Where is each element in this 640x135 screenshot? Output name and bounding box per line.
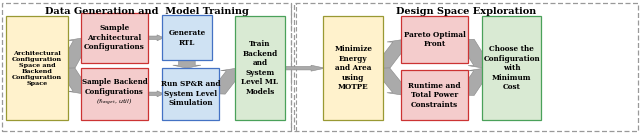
FancyBboxPatch shape (6, 16, 68, 120)
Text: Choose the
Configuration
with
Minimum
Cost: Choose the Configuration with Minimum Co… (483, 45, 540, 91)
Text: Run SP&R and
System Level
Simulation: Run SP&R and System Level Simulation (161, 80, 220, 107)
Polygon shape (283, 65, 325, 71)
Text: Data Generation and  Model Training: Data Generation and Model Training (45, 7, 248, 16)
Polygon shape (458, 68, 496, 95)
FancyBboxPatch shape (323, 16, 383, 120)
FancyBboxPatch shape (235, 16, 285, 120)
Text: Generate
RTL: Generate RTL (168, 29, 205, 47)
FancyBboxPatch shape (162, 68, 219, 120)
Polygon shape (58, 38, 95, 68)
Polygon shape (458, 39, 496, 68)
Polygon shape (58, 68, 95, 94)
FancyBboxPatch shape (81, 13, 148, 63)
FancyBboxPatch shape (482, 16, 541, 120)
Text: Design Space Exploration: Design Space Exploration (396, 7, 536, 16)
Text: Minimize
Energy
and Area
using
MOTPE: Minimize Energy and Area using MOTPE (334, 45, 372, 91)
Polygon shape (173, 60, 201, 68)
Text: Sample Backend: Sample Backend (82, 78, 147, 86)
Text: Architectural
Configuration
Space and
Backend
Configuration
Space: Architectural Configuration Space and Ba… (12, 51, 62, 86)
Polygon shape (146, 91, 164, 97)
FancyBboxPatch shape (162, 15, 212, 60)
Text: Configurations: Configurations (85, 88, 144, 97)
Polygon shape (373, 39, 415, 68)
FancyBboxPatch shape (401, 16, 468, 63)
Polygon shape (209, 68, 248, 94)
Polygon shape (373, 68, 415, 95)
Polygon shape (146, 35, 164, 41)
Bar (294, 3, 638, 131)
Text: Runtime and
Total Power
Constraints: Runtime and Total Power Constraints (408, 82, 461, 109)
FancyBboxPatch shape (81, 68, 148, 120)
Text: ($f_{target}$, $util$): ($f_{target}$, $util$) (97, 97, 132, 108)
Text: Sample
Architectural
Configurations: Sample Architectural Configurations (84, 24, 145, 51)
FancyBboxPatch shape (401, 70, 468, 120)
Bar (2, 3, 291, 131)
Text: Train
Backend
and
System
Level ML
Models: Train Backend and System Level ML Models (241, 40, 278, 96)
Text: Pareto Optimal
Front: Pareto Optimal Front (404, 31, 465, 48)
